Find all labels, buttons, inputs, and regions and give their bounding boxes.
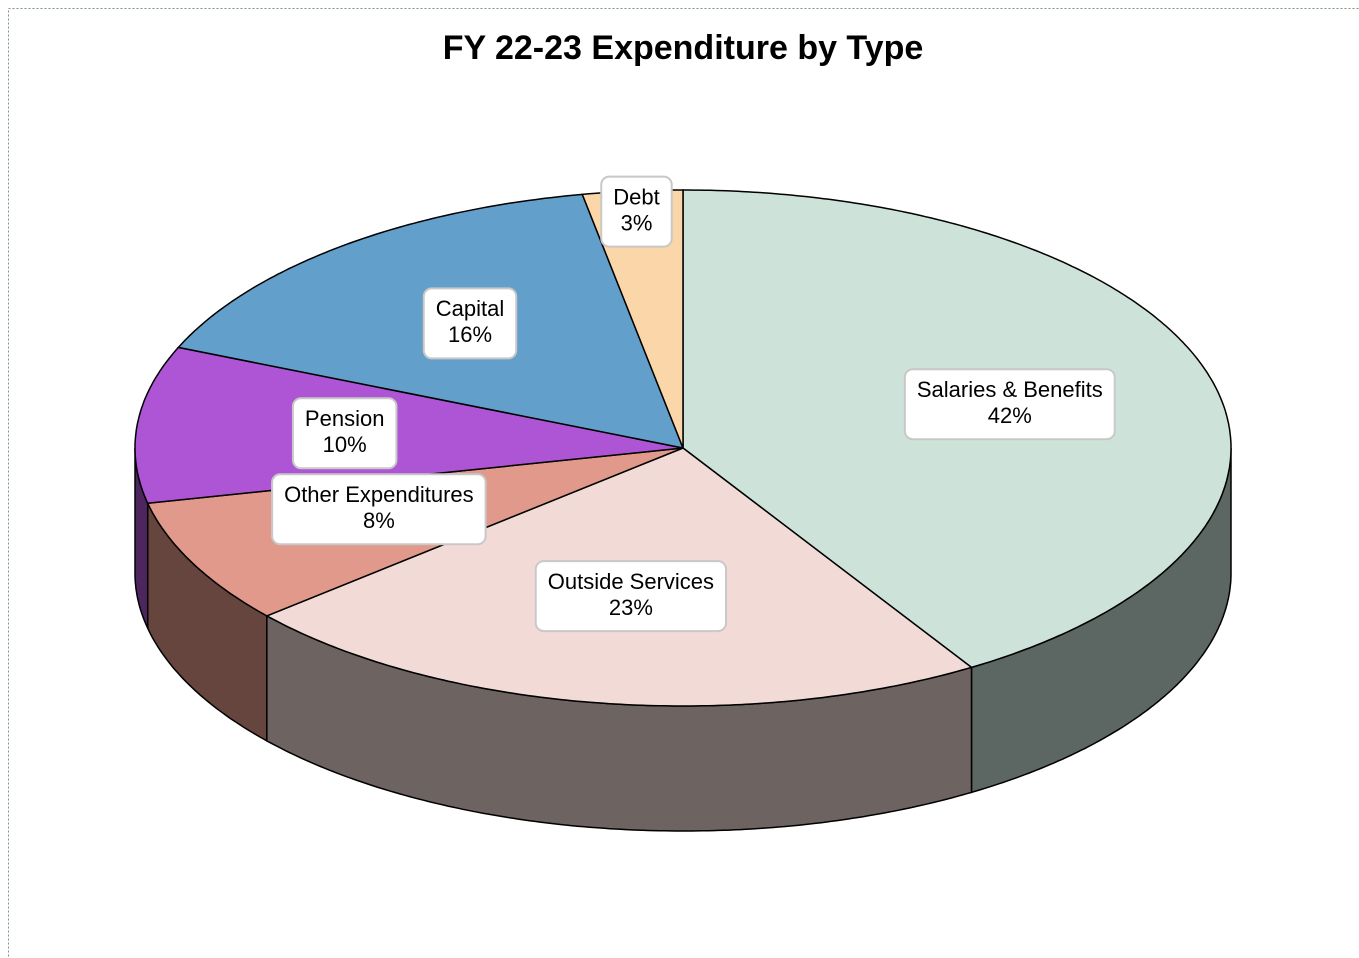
label-value: 42% xyxy=(988,403,1032,428)
label-name: Other Expenditures xyxy=(284,482,474,507)
label-value: 23% xyxy=(609,595,653,620)
label-box xyxy=(422,287,518,360)
chart-title: FY 22-23 Expenditure by Type xyxy=(443,29,924,67)
label-box xyxy=(291,397,398,470)
label-name: Capital xyxy=(436,296,504,321)
label-name: Pension xyxy=(305,406,385,431)
label-value: 16% xyxy=(448,322,492,347)
label-name: Outside Services xyxy=(548,569,714,594)
label-value: 8% xyxy=(363,508,395,533)
label-box xyxy=(271,473,487,546)
label-name: Debt xyxy=(613,184,659,209)
label-box xyxy=(903,368,1116,441)
slice xyxy=(134,346,684,505)
label-box xyxy=(600,175,673,248)
label-value: 3% xyxy=(621,210,653,235)
label-box xyxy=(534,560,728,633)
label-value: 10% xyxy=(323,432,367,457)
label-name: Salaries & Benefits xyxy=(917,377,1103,402)
